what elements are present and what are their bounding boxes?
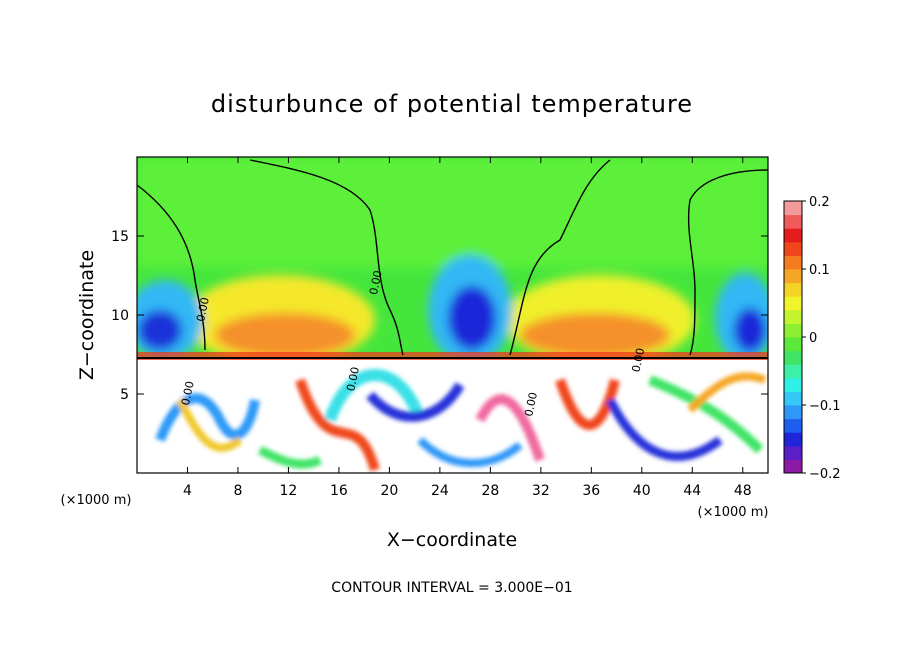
contour-label: 0.00 [344,366,362,393]
contour-1 [137,184,206,351]
plot-area [137,157,768,473]
z-unit-label: (×1000 m) [61,493,132,508]
zero-contours [137,159,768,356]
x-tick-label: 24 [431,483,449,499]
contour-labels: 0.00 0.00 0.00 0.00 0.00 0.00 [179,269,647,417]
colorbar-swatch [784,364,802,379]
colorbar-swatch [784,214,802,229]
colorbar-tick-label: 0.1 [809,263,830,278]
contour-label: 0.00 [367,269,385,296]
colorbar-tick-label: 0.2 [809,195,830,210]
x-axis-ticks: 4 8 12 16 20 24 28 32 36 40 44 48 [183,157,752,499]
x-tick-label: 12 [280,483,298,499]
colorbar-swatch [784,309,802,324]
colorbar-swatch [784,337,802,352]
x-tick-label: 28 [481,483,499,499]
interface-band [137,352,768,360]
contour-3 [509,159,611,356]
x-tick-label: 8 [233,483,242,499]
y-tick-label: 15 [111,229,129,245]
chart-title: disturbunce of potential temperature [211,90,693,118]
cold-plume-3-core [734,308,766,352]
contour-2 [249,159,404,356]
colorbar-swatch [784,255,802,270]
contour-label: 0.00 [522,391,540,418]
y-axis-ticks: 5 10 15 [111,229,768,403]
upper-field [137,157,768,365]
x-tick-label: 44 [683,483,701,499]
colorbar [783,200,803,474]
cold-plume-2-core [448,286,496,350]
y-axis-label: Z−coordinate [76,250,98,380]
warm-plume-1-core [215,313,355,357]
x-unit-label: (×1000 m) [698,505,769,520]
contour-label: 0.00 [629,347,647,374]
colorbar-swatch [784,269,802,284]
colorbar-swatch [784,445,802,460]
x-tick-label: 40 [633,483,651,499]
colorbar-tick-label: −0.2 [809,467,841,482]
y-tick-label: 5 [120,387,129,403]
x-tick-label: 36 [582,483,600,499]
warm-plume-2-core [520,313,670,357]
colorbar-ticks: 0.2 0.1 0 −0.1 −0.2 [802,195,841,482]
x-tick-label: 32 [532,483,550,499]
lower-eddies [155,369,767,472]
x-tick-label: 4 [183,483,192,499]
y-tick-label: 10 [111,308,129,324]
colorbar-swatch [784,282,802,297]
colorbar-swatch [784,241,802,256]
field-band-upper [137,157,768,267]
x-axis-label: X−coordinate [387,529,517,551]
x-tick-label: 48 [734,483,752,499]
colorbar-swatch [784,201,802,216]
colorbar-tick-label: −0.1 [809,399,841,414]
contour-interval-note: CONTOUR INTERVAL = 3.000E−01 [331,580,572,596]
colorbar-swatch [784,350,802,365]
colorbar-swatch [784,432,802,447]
x-tick-label: 20 [380,483,398,499]
contour-label: 0.00 [194,296,212,323]
colorbar-swatch [784,296,802,311]
cold-plume-1-core [138,310,182,350]
colorbar-swatch [784,377,802,392]
contour-label: 0.00 [179,380,197,407]
colorbar-swatch [784,228,802,243]
contour-4 [687,169,768,356]
colorbar-swatch [784,418,802,433]
colorbar-tick-label: 0 [809,331,817,346]
x-tick-label: 16 [330,483,348,499]
colorbar-swatch [784,405,802,420]
colorbar-swatch [784,323,802,338]
colorbar-swatch [784,459,802,474]
colorbar-swatch [784,391,802,406]
